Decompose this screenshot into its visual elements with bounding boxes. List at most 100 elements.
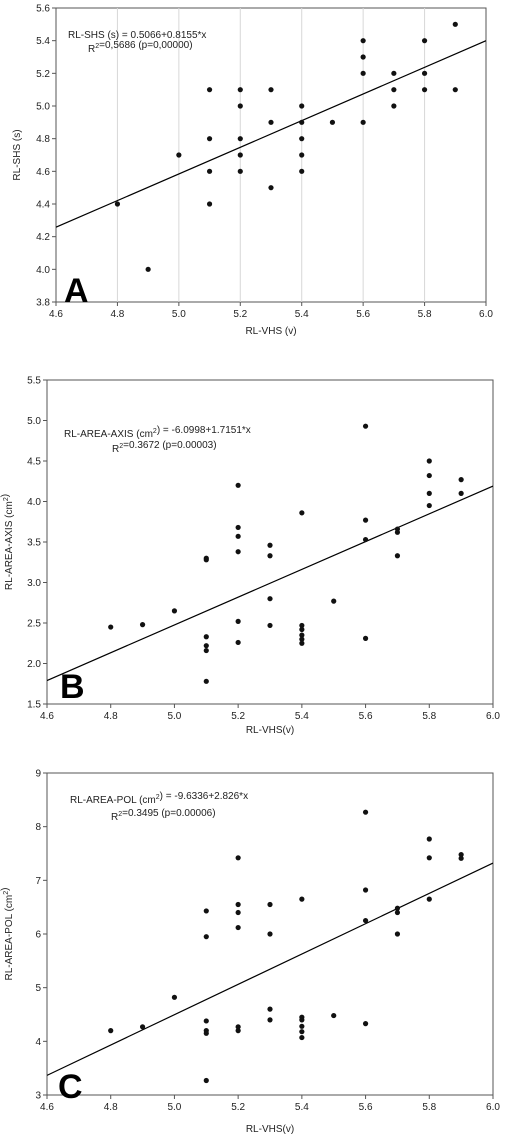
- data-point: [235, 524, 241, 531]
- data-point: [362, 809, 369, 815]
- data-point: [299, 1023, 305, 1029]
- x-tick-label: 5.4: [295, 309, 309, 320]
- data-point: [426, 855, 432, 861]
- data-point: [139, 622, 146, 628]
- x-tick-label: 5.0: [172, 309, 186, 320]
- x-tick-label: 4.6: [40, 711, 54, 722]
- data-point: [108, 624, 114, 630]
- y-tick-label: 6: [35, 930, 41, 941]
- data-point: [360, 70, 366, 76]
- data-point: [299, 152, 305, 158]
- y-tick-label: 5.5: [27, 376, 41, 387]
- data-point: [235, 482, 241, 488]
- data-point: [299, 636, 305, 642]
- x-tick-label: 6.0: [486, 1102, 500, 1113]
- data-point: [235, 549, 241, 555]
- data-point: [360, 54, 366, 60]
- data-point: [299, 640, 305, 646]
- data-point: [176, 152, 182, 158]
- x-tick-label: 5.0: [167, 711, 181, 722]
- x-tick-label: 5.0: [167, 1102, 181, 1113]
- r-squared-text: R2=0.3495 (p=0.00006): [111, 808, 216, 823]
- data-point: [391, 87, 397, 93]
- x-axis-label: RL-VHS(v): [246, 1124, 294, 1135]
- x-tick-label: 5.2: [231, 1102, 245, 1113]
- data-point: [235, 533, 241, 539]
- y-tick-label: 4.0: [36, 265, 50, 276]
- data-point: [268, 87, 274, 93]
- data-point: [267, 622, 273, 629]
- data-point: [452, 21, 458, 27]
- data-point: [426, 458, 432, 464]
- data-point: [360, 38, 366, 44]
- data-point: [426, 472, 432, 479]
- y-tick-label: 1.5: [27, 700, 41, 711]
- x-tick-label: 6.0: [486, 711, 500, 722]
- data-point: [171, 994, 178, 1000]
- data-point: [421, 87, 428, 93]
- data-point: [235, 924, 241, 931]
- x-tick-label: 5.6: [359, 1102, 373, 1113]
- data-point: [299, 896, 305, 902]
- data-point: [362, 1021, 369, 1027]
- data-point: [362, 917, 369, 924]
- panel-letter: B: [60, 668, 85, 706]
- data-point: [268, 119, 274, 125]
- data-point: [237, 103, 243, 109]
- data-point: [299, 168, 305, 174]
- r-squared-text: R2=0.3672 (p=0.00003): [112, 440, 217, 455]
- data-point: [362, 887, 369, 893]
- y-tick-label: 3.5: [27, 538, 41, 549]
- data-point: [235, 909, 241, 916]
- y-axis-label: RL-AREA-AXIS (cm2): [0, 494, 15, 590]
- data-point: [394, 931, 401, 937]
- y-tick-label: 4.2: [36, 232, 50, 243]
- data-point: [458, 851, 464, 858]
- y-tick-label: 2.0: [27, 659, 41, 670]
- y-tick-label: 4.8: [36, 134, 50, 145]
- data-point: [331, 1012, 337, 1019]
- x-axis-label: RL-VHS (v): [245, 326, 296, 337]
- data-point: [235, 639, 241, 646]
- data-point: [299, 632, 305, 638]
- x-tick-label: 5.6: [356, 309, 370, 320]
- y-tick-label: 5: [35, 983, 41, 994]
- data-point: [267, 596, 273, 602]
- data-point: [206, 87, 213, 93]
- x-tick-label: 5.8: [422, 711, 436, 722]
- data-point: [299, 1029, 305, 1035]
- y-tick-label: 9: [35, 769, 41, 780]
- data-point: [391, 103, 397, 109]
- data-point: [426, 502, 432, 509]
- data-point: [235, 1024, 241, 1030]
- y-tick-label: 3.8: [36, 298, 50, 309]
- x-tick-label: 5.2: [231, 711, 245, 722]
- panel-letter: C: [58, 1068, 83, 1106]
- regression-line: [56, 40, 486, 228]
- data-point: [394, 553, 401, 559]
- data-point: [203, 557, 209, 563]
- data-point: [206, 201, 213, 207]
- data-point: [394, 909, 401, 916]
- y-axis-label: RL-SHS (s): [12, 129, 23, 180]
- data-point: [362, 536, 369, 543]
- plot-frame: [55, 7, 487, 303]
- data-point: [206, 168, 213, 174]
- data-point: [203, 678, 209, 684]
- y-tick-label: 7: [35, 876, 41, 887]
- y-tick-label: 5.0: [36, 102, 50, 113]
- x-tick-label: 5.4: [295, 711, 309, 722]
- data-point: [203, 647, 209, 654]
- data-point: [235, 618, 241, 624]
- x-tick-label: 5.4: [295, 1102, 309, 1113]
- y-tick-label: 3.0: [27, 578, 41, 589]
- data-point: [299, 622, 305, 629]
- y-tick-label: 4.5: [27, 457, 41, 468]
- data-point: [426, 490, 432, 496]
- data-point: [421, 38, 428, 44]
- data-point: [108, 1028, 114, 1034]
- data-point: [267, 931, 273, 937]
- x-tick-label: 4.8: [104, 711, 118, 722]
